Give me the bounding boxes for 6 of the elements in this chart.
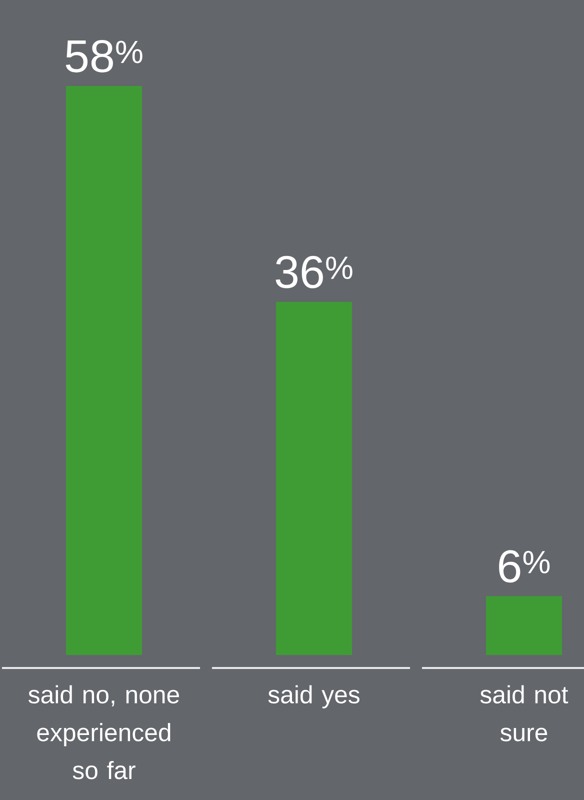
x-tick-label: said yes — [268, 685, 360, 708]
data-label: 6$^{%}$ — [499, 550, 550, 583]
data-label: 58$^{%}$ — [66, 40, 142, 72]
x-tick-label: said no, none experienced so far — [28, 685, 180, 780]
data-label: 36$^{%}$ — [276, 256, 352, 288]
x-tick-label: said not sure — [480, 685, 568, 742]
